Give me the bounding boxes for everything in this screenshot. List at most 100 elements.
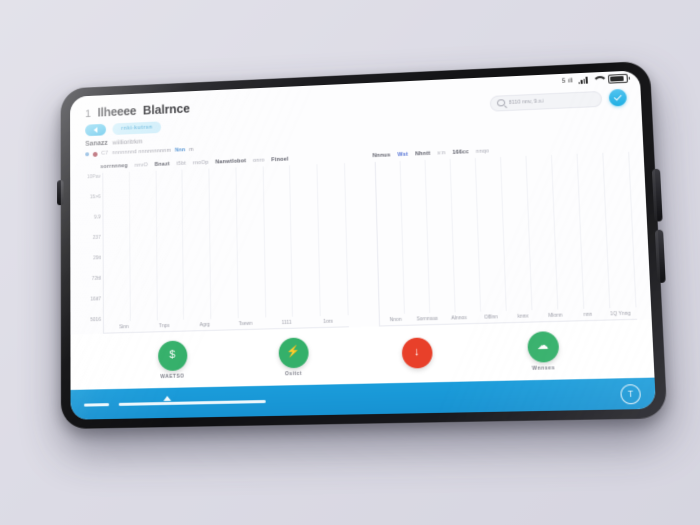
- chart-right-tab-5[interactable]: nnqo: [475, 148, 490, 155]
- chart-bar-segment: [533, 310, 558, 311]
- chart-left-xtick-4: 1111: [281, 319, 292, 326]
- chart-left-tab-2[interactable]: Bnazt: [154, 161, 170, 168]
- chart-bar[interactable]: [533, 310, 558, 311]
- chart-left-bars-upper: [103, 163, 347, 255]
- lightning-icon-glyph: ⚡: [286, 345, 301, 359]
- chart-bar[interactable]: [454, 242, 478, 244]
- status-badge[interactable]: rnki-kutrsn: [112, 121, 162, 136]
- chart-bar[interactable]: [608, 237, 633, 239]
- chart-left-tab-6[interactable]: onro: [252, 157, 265, 164]
- chart-left-ytick-2: 9.9: [94, 214, 101, 221]
- chart-bar[interactable]: [507, 310, 532, 312]
- chart-bar-segment: [530, 239, 555, 241]
- chart-bar[interactable]: [530, 239, 555, 241]
- chart-bar[interactable]: [479, 241, 504, 243]
- chart-bar[interactable]: [378, 244, 402, 246]
- chart-right-plot-wrap: Nnon Sornnsas Alnnos O8lnn knnx Mionn nnn 1Q Yn…: [355, 151, 638, 327]
- download-arrow-icon[interactable]: ↓: [401, 336, 433, 369]
- download-arrow-icon-glyph: ↓: [413, 345, 420, 359]
- chart-bar-segment: [456, 312, 481, 314]
- chart-bar-segment: [482, 311, 506, 313]
- chart-bar-segment: [611, 308, 636, 309]
- cloud-upload-icon-glyph: ☁: [536, 339, 549, 353]
- chart-left-ytick-1: 15>6: [89, 194, 101, 201]
- chart-right-tab-4[interactable]: 166cc: [452, 149, 470, 156]
- chart-bar-segment: [585, 308, 610, 310]
- chart-bar-segment: [611, 308, 636, 309]
- chart-bar-segment: [507, 310, 532, 312]
- chart-bar[interactable]: [321, 315, 348, 317]
- chart-bar[interactable]: [380, 314, 404, 316]
- device-screen: 5 ıll 1 Ilheeee Blalrnce: [70, 70, 657, 420]
- chart-bar[interactable]: [611, 308, 636, 309]
- chart-left-ytick-5: 72ttl: [91, 275, 101, 282]
- chart-right-tab-0[interactable]: Nnnus: [372, 152, 391, 160]
- money-action[interactable]: $ WAETSO: [113, 339, 233, 381]
- chart-right-tab-2[interactable]: Nhntt: [415, 150, 431, 158]
- chart-right-bars-lower: [378, 237, 637, 316]
- chart-bar[interactable]: [482, 311, 506, 313]
- chart-bar-segment: [533, 310, 558, 311]
- text-tool-icon[interactable]: T: [620, 383, 642, 404]
- meta-dot-blue-icon: [85, 152, 90, 157]
- chart-bar-segment: [321, 315, 348, 317]
- gridline: [577, 152, 611, 309]
- chart-left-tab-1[interactable]: nnvO: [134, 162, 148, 169]
- chart-panel-right: Nnnus Wst Nhntt stn 166cc nnqo Nnon Sornnsas Al…: [355, 141, 638, 327]
- chart-left-tab-0[interactable]: sorrnnneg: [100, 163, 128, 171]
- chart-right-plot[interactable]: Nnon Sornnsas Alnnos O8lnn knnx Mionn nnn 1Q Yn…: [374, 151, 638, 327]
- chart-left-tab-7[interactable]: Ftnoel: [271, 156, 289, 164]
- chart-panel-left: sorrnnneg nnvO Bnazt t5bt rnoOp Nanwtlobot onr…: [83, 152, 349, 334]
- chart-bar-segment: [431, 313, 455, 314]
- chart-bar[interactable]: [429, 243, 453, 244]
- download-action[interactable]: ↓: [354, 336, 480, 373]
- chart-bar-segment: [429, 243, 453, 244]
- chart-bar[interactable]: [456, 312, 481, 314]
- cloud-upload-icon[interactable]: ☁: [526, 330, 559, 363]
- chart-bar-segment: [582, 238, 607, 239]
- chart-left-tab-3[interactable]: t5bt: [176, 160, 187, 167]
- chart-bar[interactable]: [405, 313, 430, 315]
- chart-bar[interactable]: [585, 308, 610, 310]
- power-button[interactable]: [57, 180, 64, 206]
- chart-bar[interactable]: [403, 244, 428, 245]
- chart-left-xtick-2: Agrg: [199, 321, 210, 329]
- tablet-device: 5 ıll 1 Ilheeee Blalrnce: [57, 60, 668, 430]
- chart-left-xtick-3: Tsewn: [238, 320, 253, 328]
- chart-right-bars-upper: [376, 152, 634, 246]
- battery-icon: [607, 73, 628, 84]
- gridline: [526, 154, 559, 311]
- chart-bar-segment: [403, 244, 428, 245]
- bottom-bar-segment-1: [84, 402, 110, 407]
- gridline: [603, 151, 637, 309]
- page-title-bold: Blalrnce: [142, 101, 190, 118]
- meta-link[interactable]: Nnn: [174, 147, 186, 154]
- meta-text: nnnnnnnd nnnnnnnnnm: [112, 147, 172, 157]
- chart-right-tab-1[interactable]: Wst: [397, 151, 409, 159]
- chart-left-tab-4[interactable]: rnoOp: [192, 159, 209, 167]
- chart-bar-segment: [454, 242, 478, 244]
- bottom-bar-left: [84, 399, 266, 407]
- flash-action[interactable]: ⚡ Ositct: [232, 336, 355, 378]
- check-icon: [613, 92, 622, 101]
- avatar[interactable]: [608, 88, 627, 107]
- chart-bar[interactable]: [431, 313, 455, 314]
- chart-left-xtick-1: Tnps: [158, 322, 170, 330]
- lightning-icon[interactable]: ⚡: [277, 336, 309, 368]
- chart-bar[interactable]: [505, 240, 529, 242]
- chart-bar-segment: [378, 244, 402, 246]
- search-input[interactable]: 8110 nnv, 9.s.i: [489, 90, 603, 112]
- chart-left-plot-wrap: 10Pav 15>6 9.9 237 29it 72ttl 16it7 5016 Sinn Tn…: [83, 163, 349, 334]
- chart-left-ytick-7: 5016: [90, 316, 102, 324]
- chart-bar[interactable]: [582, 238, 607, 239]
- chart-bar-segment: [533, 310, 558, 311]
- chart-left-tab-5[interactable]: Nanwtlobot: [215, 158, 247, 166]
- chart-right-x-axis: Nnon Sornnsas Alnnos O8lnn knnx Mionn nnn 1Q Yn…: [380, 308, 637, 325]
- chart-right-tab-3[interactable]: stn: [437, 150, 446, 157]
- dollar-circle-icon[interactable]: $: [157, 339, 187, 371]
- chart-left-bars-lower: [104, 247, 349, 323]
- upload-action[interactable]: ☁ Wnnses: [479, 329, 608, 372]
- bottom-bar-segment-2: [118, 399, 266, 406]
- back-button[interactable]: [85, 123, 106, 137]
